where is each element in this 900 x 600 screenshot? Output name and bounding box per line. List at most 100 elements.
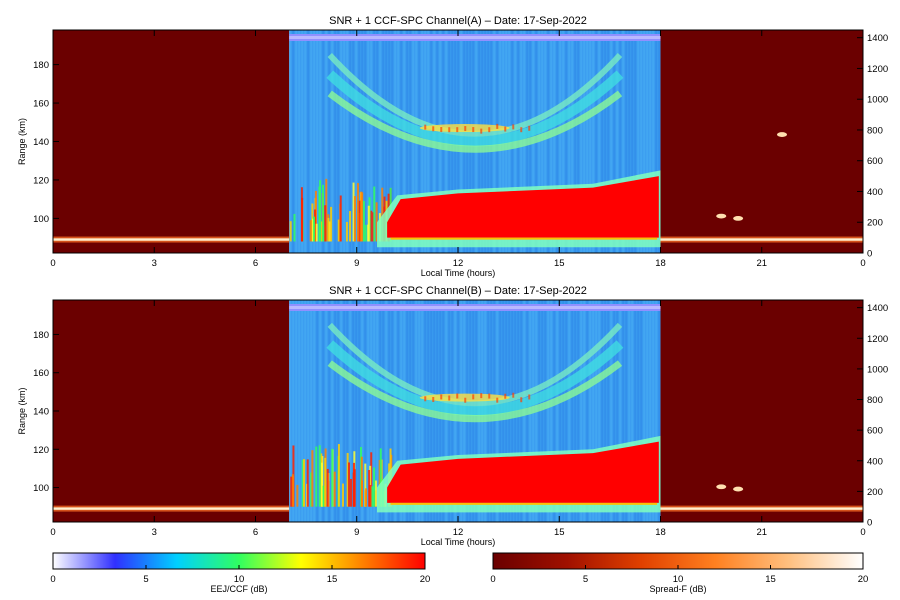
valley-arc-hot-spot [448, 395, 451, 401]
eej-onset-streak [368, 469, 371, 507]
x-tick-label: 12 [453, 527, 464, 538]
eej-onset-streak [342, 483, 345, 507]
valley-arc-hot-spot [496, 397, 499, 403]
day-texture-streak [601, 300, 604, 522]
day-texture-streak [361, 30, 364, 253]
eej-onset-streak [357, 183, 360, 242]
y2-tick-label: 1000 [867, 364, 888, 375]
eej-onset-streak [296, 484, 299, 507]
day-texture-streak [586, 30, 589, 253]
day-texture-streak [298, 30, 301, 253]
valley-arc-2 [327, 90, 623, 153]
colorbar-tick-label: 5 [143, 574, 148, 585]
eej-onset-streak [339, 195, 342, 242]
eej-onset-streak [337, 444, 340, 507]
valley-arc-hot-spot [472, 127, 475, 133]
day-texture-streak [400, 300, 403, 522]
colorbar-tick-label: 20 [858, 574, 869, 585]
day-texture-streak [388, 300, 391, 522]
valley-arc-hot-spot [488, 127, 491, 133]
valley-arc-hot-spot [528, 125, 531, 131]
colorbar-spread-f: 0 5 10 15 20 Spread-F (dB) [490, 552, 869, 594]
day-texture-streak [562, 30, 565, 253]
day-texture-streak [565, 30, 568, 253]
day-texture-streak [307, 300, 310, 522]
eej-onset-streak [370, 452, 373, 507]
day-texture-streak [325, 30, 328, 253]
day-texture-streak [550, 300, 553, 522]
day-texture-streak [592, 300, 595, 522]
valley-arc-hot-spot [472, 394, 475, 400]
y-axis: 100 120 140 160 180 [33, 60, 59, 225]
day-texture-streak [394, 30, 397, 253]
day-texture-streak [604, 30, 607, 253]
y-axis-label: Range (km) [17, 387, 27, 434]
day-texture-streak [316, 30, 319, 253]
eej-onset-streak [301, 197, 304, 242]
day-texture-streak [574, 300, 577, 522]
colorbar-tick-label: 5 [583, 574, 588, 585]
day-texture-streak [595, 30, 598, 253]
colorbar-tick-label: 0 [50, 574, 55, 585]
eej-onset-streak [289, 221, 292, 242]
day-texture-streak [355, 300, 358, 522]
x-axis: 0 3 6 9 12 15 18 21 0 [50, 300, 866, 538]
day-texture-streak [628, 300, 631, 522]
day-texture-streak [577, 30, 580, 253]
valley-arc-hot-spot [480, 393, 483, 399]
day-texture-streak [331, 300, 334, 522]
eej-onset-streak [352, 472, 355, 507]
valley-arc-hot-spot [512, 124, 515, 130]
day-texture-streak [406, 300, 409, 522]
valley-arc-hot-spot [528, 394, 531, 400]
y2-tick-label: 600 [867, 156, 883, 167]
x-tick-label: 0 [50, 527, 55, 538]
eej-onset-streak [348, 462, 351, 507]
day-texture-streak [331, 30, 334, 253]
day-texture-streak [364, 300, 367, 522]
eej-onset-streak [318, 186, 321, 242]
eej-onset-streak [331, 448, 334, 507]
colorbar-tick-label: 20 [420, 574, 431, 585]
day-texture-streak [616, 30, 619, 253]
day-texture-streak [334, 30, 337, 253]
eej-onset-streak [311, 450, 314, 507]
day-texture-streak [592, 30, 595, 253]
colorbar-label: EEJ/CCF (dB) [210, 584, 267, 594]
x-tick-label: 0 [50, 258, 55, 269]
day-texture-streak [367, 300, 370, 522]
eej-onset-streak [345, 221, 348, 242]
day-texture-streak [322, 30, 325, 253]
y2-tick-label: 800 [867, 125, 883, 136]
day-texture-streak [658, 30, 661, 253]
night-layer-core-1 [660, 238, 863, 241]
eej-onset-streak [378, 460, 381, 507]
eej-onset-streak [322, 485, 325, 507]
day-texture-streak [337, 30, 340, 253]
day-texture-streak [607, 300, 610, 522]
day-texture-streak [343, 30, 346, 253]
day-texture-streak [340, 30, 343, 253]
day-texture-streak [328, 300, 331, 522]
day-texture-streak [301, 300, 304, 522]
plot-area [53, 300, 863, 522]
x-tick-label: 0 [860, 527, 865, 538]
day-texture-streak [640, 30, 643, 253]
colorbar-label: Spread-F (dB) [649, 584, 706, 594]
valley-arc-hot-spot [496, 123, 499, 129]
chart-title: SNR + 1 CCF-SPC Channel(B) – Date: 17-Se… [329, 285, 587, 297]
day-texture-streak [361, 300, 364, 522]
day-texture-streak [580, 30, 583, 253]
day-texture-streak [319, 30, 322, 253]
y2-tick-label: 0 [867, 518, 872, 529]
valley-arc-hot-spot [440, 127, 443, 133]
eej-onset-streak [364, 463, 367, 507]
y-tick-label: 100 [33, 483, 49, 494]
day-texture-streak [652, 30, 655, 253]
y2-tick-label: 0 [867, 249, 872, 260]
day-texture-streak [385, 300, 388, 522]
day-texture-streak [622, 300, 625, 522]
day-texture-streak [310, 300, 313, 522]
day-texture-streak [559, 300, 562, 522]
valley-arc-0 [327, 52, 623, 137]
